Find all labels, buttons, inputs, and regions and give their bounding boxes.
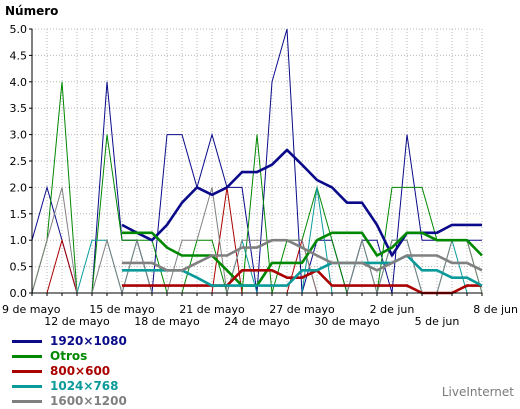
legend-label: 1024×768 xyxy=(50,379,119,393)
legend-item: 1920×1080 xyxy=(12,334,212,349)
x-tick-label: 30 de mayo xyxy=(314,315,380,328)
legend-swatch xyxy=(12,370,42,373)
y-tick-label: 3.0 xyxy=(10,129,28,142)
average-line-Otros xyxy=(122,231,483,287)
legend-swatch xyxy=(12,385,42,388)
legend-label: 800×600 xyxy=(50,364,111,378)
x-tick-label: 9 de mayo xyxy=(2,303,61,316)
y-tick-label: 2.0 xyxy=(10,181,28,194)
x-tick-label: 15 de mayo xyxy=(89,303,155,316)
y-tick-label: 0.0 xyxy=(10,287,28,300)
x-tick-label: 8 de jun xyxy=(473,303,518,316)
series-line-1600×1200 xyxy=(31,187,483,295)
legend-item: 800×600 xyxy=(12,364,212,379)
y-axis-title: Número xyxy=(5,4,58,18)
credit-text: LiveInternet xyxy=(441,385,514,399)
legend-item: 1024×768 xyxy=(12,379,212,394)
x-tick-label: 18 de mayo xyxy=(134,315,200,328)
series-line-Otros xyxy=(31,81,483,294)
x-tick-label: 2 de jun xyxy=(370,303,415,316)
x-tick-label: 21 de mayo xyxy=(179,303,245,316)
y-tick-label: 4.5 xyxy=(10,49,28,62)
y-tick-label: 1.0 xyxy=(10,234,28,247)
axes xyxy=(29,28,483,296)
x-tick-label: 24 de mayo xyxy=(224,315,290,328)
legend-swatch xyxy=(12,355,42,358)
legend-label: 1600×1200 xyxy=(50,394,127,408)
average-line-1600×1200 xyxy=(122,238,483,272)
legend-item: Otros xyxy=(12,349,212,364)
y-tick-labels: 0.0 0.5 1.0 1.5 2.0 2.5 3.0 3.5 4.0 4.5 5.0 xyxy=(10,23,28,300)
y-tick-label: 2.5 xyxy=(10,155,28,168)
legend-swatch xyxy=(12,340,42,343)
x-tick-label: 27 de mayo xyxy=(269,303,335,316)
x-tick-label: 5 de jun xyxy=(415,315,460,328)
y-tick-label: 4.0 xyxy=(10,76,28,89)
x-tick-label: 12 de mayo xyxy=(44,315,110,328)
legend-swatch xyxy=(12,400,42,403)
legend-label: Otros xyxy=(50,349,88,363)
legend-item: 1600×1200 xyxy=(12,394,212,409)
y-tick-label: 1.5 xyxy=(10,208,28,221)
y-tick-label: 5.0 xyxy=(10,23,28,36)
y-tick-label: 3.5 xyxy=(10,102,28,115)
y-tick-label: 0.5 xyxy=(10,261,28,274)
legend-label: 1920×1080 xyxy=(50,334,127,348)
legend: 1920×1080 Otros 800×600 1024×768 1600×12… xyxy=(12,334,212,409)
